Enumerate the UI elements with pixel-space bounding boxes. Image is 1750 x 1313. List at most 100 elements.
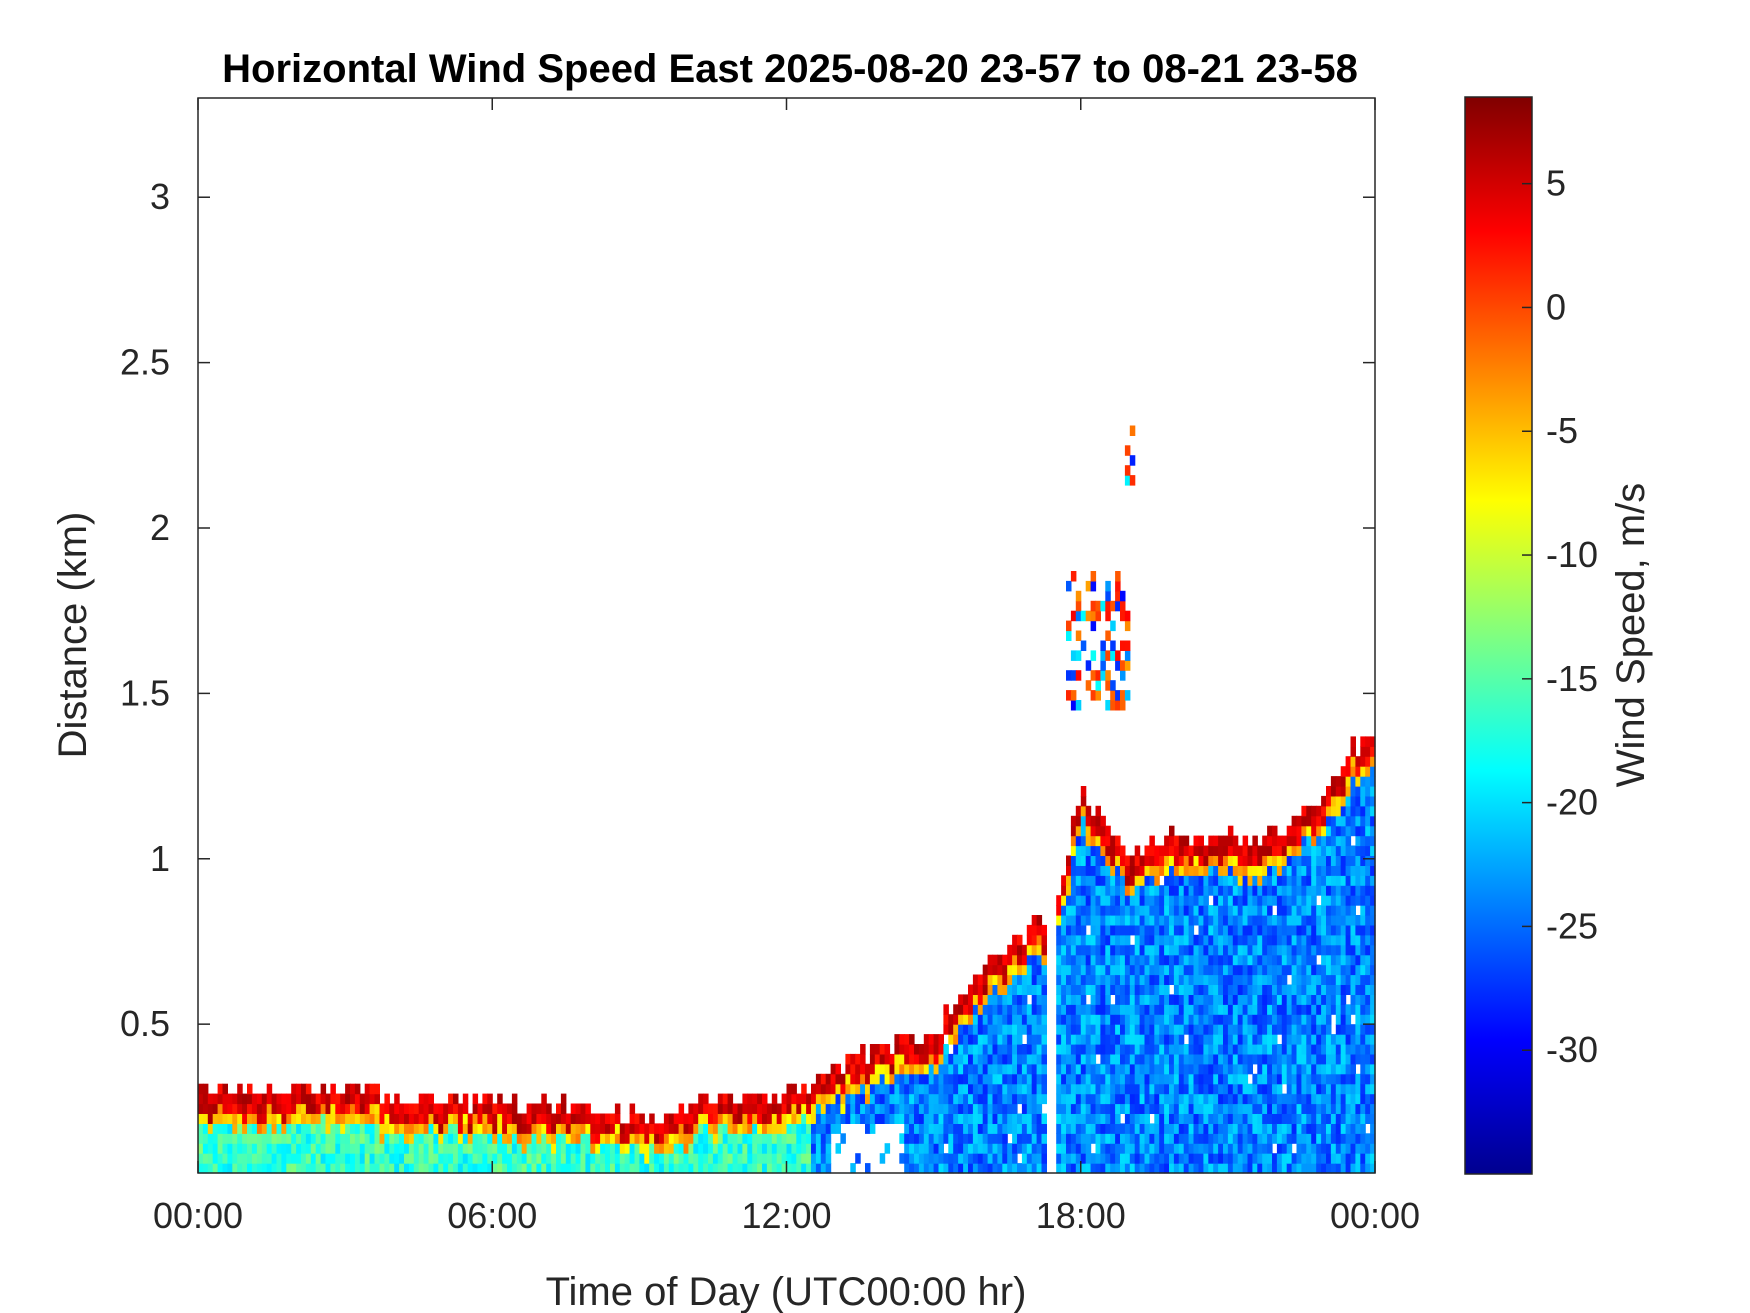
heatmap-cell bbox=[521, 1113, 528, 1124]
heatmap-cell bbox=[418, 1133, 425, 1144]
heatmap-cell bbox=[1345, 1073, 1352, 1085]
heatmap-cell bbox=[1154, 845, 1160, 856]
heatmap-cell bbox=[1007, 1143, 1013, 1154]
heatmap-cell bbox=[1218, 1004, 1224, 1015]
heatmap-cell bbox=[1173, 994, 1180, 1005]
heatmap-cell bbox=[899, 1073, 905, 1085]
heatmap-cell bbox=[1355, 895, 1361, 906]
heatmap-cell bbox=[1286, 865, 1293, 876]
heatmap-cell bbox=[1115, 660, 1121, 671]
heatmap-cell bbox=[1370, 895, 1376, 906]
heatmap-cell bbox=[1281, 1123, 1288, 1134]
heatmap-cell bbox=[556, 1163, 562, 1174]
heatmap-cell bbox=[1306, 905, 1312, 916]
heatmap-cell bbox=[487, 1123, 493, 1134]
heatmap-cell bbox=[399, 1103, 405, 1114]
heatmap-cell bbox=[1080, 974, 1087, 985]
heatmap-cell bbox=[918, 1103, 925, 1114]
heatmap-cell bbox=[727, 1133, 734, 1144]
heatmap-cell bbox=[1276, 1024, 1283, 1035]
heatmap-cell bbox=[928, 1103, 935, 1114]
heatmap-cell bbox=[330, 1133, 336, 1144]
heatmap-cell bbox=[354, 1113, 361, 1124]
heatmap-cell bbox=[1291, 885, 1298, 896]
heatmap-cell bbox=[404, 1143, 410, 1154]
heatmap-cell bbox=[1115, 1153, 1121, 1164]
heatmap-cell bbox=[1090, 1153, 1097, 1164]
heatmap-cell bbox=[953, 1143, 959, 1154]
heatmap-cell bbox=[418, 1093, 425, 1105]
heatmap-cell bbox=[521, 1163, 528, 1174]
heatmap-cell bbox=[1326, 1133, 1332, 1144]
heatmap-cell bbox=[1208, 1024, 1214, 1035]
heatmap-cell bbox=[595, 1113, 601, 1124]
heatmap-cell bbox=[1355, 1163, 1361, 1174]
heatmap-cell bbox=[1120, 590, 1126, 602]
heatmap-cell bbox=[354, 1153, 361, 1164]
heatmap-cell bbox=[1085, 1163, 1092, 1174]
heatmap-cell bbox=[668, 1153, 675, 1164]
heatmap-cell bbox=[806, 1093, 812, 1105]
heatmap-cell bbox=[408, 1113, 415, 1124]
heatmap-cell bbox=[786, 1123, 792, 1134]
heatmap-cell bbox=[708, 1103, 714, 1114]
heatmap-cell bbox=[261, 1113, 268, 1124]
heatmap-cell bbox=[1085, 660, 1092, 671]
heatmap-cell bbox=[404, 1133, 410, 1144]
heatmap-cell bbox=[1306, 1093, 1312, 1105]
heatmap-cell bbox=[649, 1143, 655, 1154]
heatmap-cell bbox=[1272, 1093, 1278, 1105]
heatmap-cell bbox=[1252, 964, 1258, 976]
heatmap-cell bbox=[1326, 835, 1332, 847]
heatmap-cell bbox=[1066, 875, 1072, 886]
heatmap-cell bbox=[1017, 1034, 1023, 1045]
heatmap-cell bbox=[212, 1153, 219, 1164]
heatmap-cell bbox=[1213, 974, 1219, 985]
heatmap-cell bbox=[1164, 835, 1170, 847]
heatmap-cell bbox=[987, 984, 994, 995]
heatmap-cell bbox=[1218, 944, 1224, 956]
heatmap-cell bbox=[1095, 944, 1101, 956]
heatmap-cell bbox=[752, 1123, 758, 1134]
heatmap-cell bbox=[762, 1163, 768, 1174]
heatmap-cell bbox=[1281, 875, 1288, 886]
heatmap-cell bbox=[1335, 825, 1342, 837]
heatmap-cell bbox=[909, 1034, 915, 1045]
heatmap-cell bbox=[1345, 1143, 1352, 1154]
heatmap-cell bbox=[869, 1073, 876, 1085]
heatmap-cell bbox=[1183, 964, 1190, 976]
heatmap-cell bbox=[659, 1143, 665, 1154]
heatmap-cell bbox=[1154, 954, 1160, 966]
heatmap-cell bbox=[732, 1123, 739, 1134]
heatmap-cell bbox=[992, 1044, 998, 1055]
heatmap-cell bbox=[585, 1103, 591, 1114]
heatmap-cell bbox=[1247, 1123, 1253, 1134]
heatmap-cell bbox=[1291, 924, 1298, 936]
heatmap-cell bbox=[1100, 1053, 1106, 1065]
heatmap-cell bbox=[1188, 1153, 1195, 1164]
heatmap-cell bbox=[242, 1153, 248, 1164]
heatmap-cell bbox=[914, 1053, 920, 1065]
heatmap-cell bbox=[1095, 1113, 1101, 1124]
heatmap-cell bbox=[1090, 835, 1097, 847]
heatmap-cell bbox=[1110, 924, 1116, 936]
heatmap-cell bbox=[1326, 1143, 1332, 1154]
heatmap-cell bbox=[1252, 845, 1258, 856]
heatmap-cell bbox=[487, 1103, 493, 1114]
heatmap-cell bbox=[595, 1123, 601, 1134]
heatmap-cell bbox=[301, 1113, 307, 1124]
heatmap-cell bbox=[1296, 1143, 1302, 1154]
heatmap-cell bbox=[997, 1103, 1003, 1114]
heatmap-cell bbox=[1223, 875, 1229, 886]
heatmap-cell bbox=[1061, 885, 1067, 896]
heatmap-cell bbox=[1159, 1163, 1165, 1174]
heatmap-cell bbox=[1105, 895, 1111, 906]
heatmap-cell bbox=[541, 1133, 547, 1144]
heatmap-cell bbox=[556, 1123, 562, 1134]
heatmap-cell bbox=[1330, 855, 1337, 866]
heatmap-cell bbox=[1075, 944, 1082, 956]
heatmap-cell bbox=[354, 1083, 361, 1095]
heatmap-cell bbox=[1026, 1034, 1033, 1045]
heatmap-cell bbox=[1075, 1143, 1082, 1154]
heatmap-cell bbox=[948, 1024, 954, 1035]
